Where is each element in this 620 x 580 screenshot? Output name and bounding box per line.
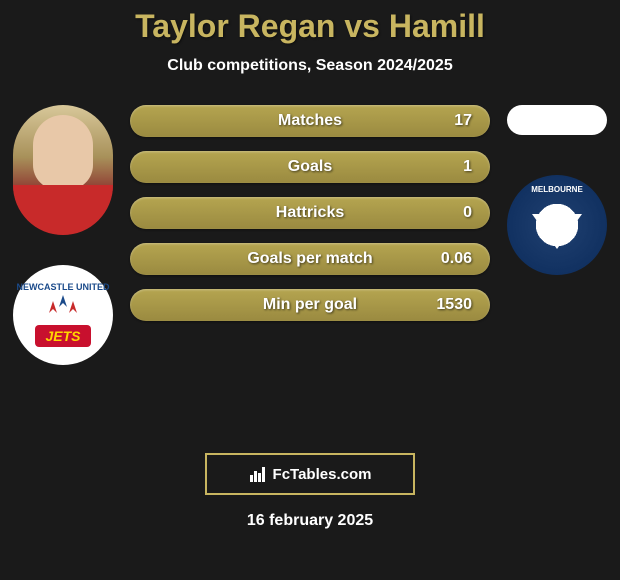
player-right-column: MELBOURNE [502,105,612,275]
date-text: 16 february 2025 [247,512,373,530]
stat-label: Matches [278,112,342,130]
stat-value: 17 [454,112,472,130]
player-left-photo [13,105,113,235]
stat-row: Min per goal 1530 [130,289,490,321]
subtitle: Club competitions, Season 2024/2025 [0,57,620,75]
stat-label: Goals [288,158,332,176]
bar-chart-icon [249,465,267,483]
player-head-shape [33,115,93,190]
player-shirt-shape [13,185,113,235]
stat-value: 1530 [436,296,472,314]
stat-value: 0 [463,204,472,222]
stat-label: Min per goal [263,296,357,314]
club-badge-left-name: NEWCASTLE UNITED [17,283,110,293]
player-right-photo-placeholder [507,105,607,135]
stat-row: Goals per match 0.06 [130,243,490,275]
brand-footer: FcTables.com [205,453,415,495]
stat-row: Goals 1 [130,151,490,183]
brand-text: FcTables.com [273,466,372,483]
stats-bars: Matches 17 Goals 1 Hattricks 0 Goals per… [130,105,490,335]
page-title: Taylor Regan vs Hamill [0,0,620,45]
stat-value: 0.06 [441,250,472,268]
stat-row: Hattricks 0 [130,197,490,229]
club-badge-left-jets: JETS [35,325,90,347]
club-badge-right-name: MELBOURNE [531,185,583,194]
club-badge-left: NEWCASTLE UNITED JETS [13,265,113,365]
club-badge-right: MELBOURNE [507,175,607,275]
player-left-column: NEWCASTLE UNITED JETS [8,105,118,365]
stat-label: Hattricks [276,204,344,222]
jets-planes-icon [43,293,83,321]
stat-label: Goals per match [247,250,372,268]
victory-chevron-icon [532,214,582,249]
stat-row: Matches 17 [130,105,490,137]
stat-value: 1 [463,158,472,176]
